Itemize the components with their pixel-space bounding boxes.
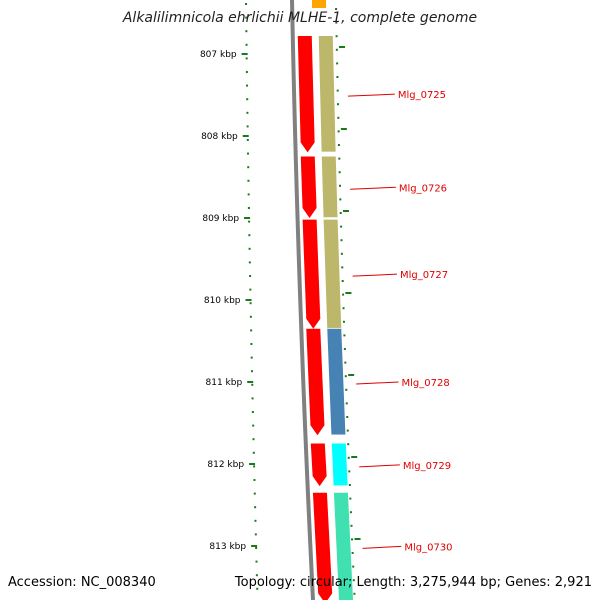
- ruler-label: 811 kbp: [206, 378, 243, 388]
- ruler-label: 810 kbp: [204, 296, 241, 306]
- cog-bar: [331, 443, 348, 487]
- gene-leader-line: [347, 93, 395, 97]
- gene-arrow: [312, 492, 333, 600]
- cog-bar: [327, 328, 346, 436]
- gene-arrow: [310, 443, 327, 487]
- ruler-label: 808 kbp: [201, 132, 238, 142]
- ruler-label: 813 kbp: [209, 542, 246, 552]
- genome-summary-text: Topology: circular; Length: 3,275,944 bp…: [234, 575, 592, 590]
- accession-text: Accession: NC_008340: [8, 575, 156, 590]
- gene-leader-line: [352, 273, 397, 277]
- cog-bar: [318, 35, 336, 153]
- gene-leader-line: [356, 381, 399, 385]
- ruler-label: 809 kbp: [202, 214, 239, 224]
- ruler-label: 812 kbp: [207, 460, 244, 470]
- cog-bar: [323, 219, 342, 329]
- gene-label: Mlg_0728: [402, 378, 450, 389]
- gene-leader-line: [350, 186, 396, 190]
- gene-label: Mlg_0725: [398, 90, 446, 101]
- genome-backbone: [290, 0, 315, 600]
- gene-label: Mlg_0727: [400, 270, 448, 281]
- gene-arrow: [302, 219, 321, 329]
- gene-leader-line: [359, 464, 400, 468]
- map-title: Alkalilimnicola ehrlichii MLHE-1, comple…: [122, 10, 478, 26]
- gene-arrow: [306, 328, 325, 436]
- gene-label: Mlg_0730: [404, 542, 452, 553]
- gene-label: Mlg_0729: [403, 461, 451, 472]
- gene-leader-line: [362, 545, 402, 549]
- cog-segment-top: [312, 0, 326, 8]
- ruler-label: 807 kbp: [200, 50, 237, 60]
- gene-arrow: [300, 156, 317, 218]
- cog-bar: [321, 156, 338, 218]
- cog-bar: [333, 492, 354, 600]
- gene-label: Mlg_0726: [399, 183, 447, 194]
- gene-arrow: [297, 35, 315, 153]
